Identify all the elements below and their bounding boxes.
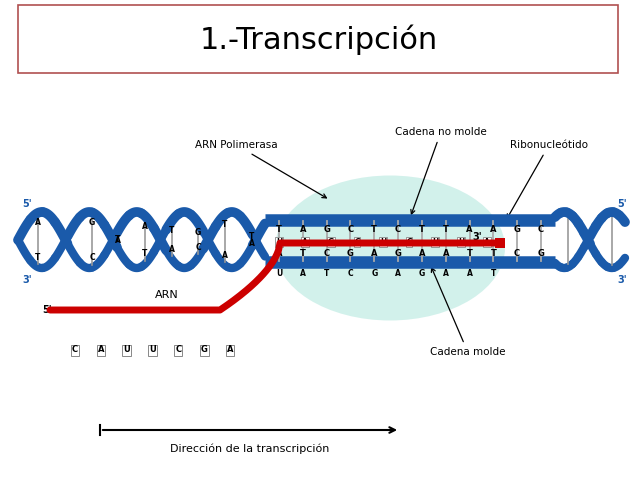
Text: C: C — [514, 249, 520, 258]
Text: C: C — [195, 243, 201, 251]
Text: A: A — [222, 251, 228, 260]
Text: A: A — [302, 238, 308, 247]
Text: T: T — [300, 249, 306, 258]
Text: T: T — [115, 235, 121, 244]
Text: C: C — [323, 249, 330, 258]
Text: A: A — [466, 225, 473, 233]
Text: C: C — [175, 345, 181, 354]
Text: C: C — [348, 270, 353, 278]
Text: T: T — [419, 225, 425, 233]
Text: Ribonucleótido: Ribonucleótido — [507, 140, 588, 218]
Text: U: U — [458, 238, 464, 247]
Text: 3': 3' — [22, 275, 32, 285]
Text: 5': 5' — [617, 199, 627, 209]
Text: G: G — [514, 225, 521, 233]
Text: U: U — [276, 238, 282, 247]
Text: U: U — [276, 270, 282, 278]
Text: Cadena molde: Cadena molde — [430, 268, 505, 357]
Text: T: T — [169, 226, 175, 235]
Text: G: G — [538, 249, 544, 258]
Text: A: A — [169, 245, 175, 254]
Text: G: G — [419, 270, 425, 278]
Text: T: T — [276, 225, 282, 233]
Text: A: A — [98, 345, 104, 354]
Text: G: G — [323, 225, 330, 233]
Text: C: C — [72, 345, 78, 354]
Text: A: A — [115, 237, 121, 245]
Text: G: G — [328, 238, 334, 247]
Text: T: T — [491, 249, 496, 258]
Text: T: T — [142, 250, 147, 259]
Text: 3': 3' — [472, 232, 482, 242]
Text: A: A — [395, 270, 401, 278]
Text: U: U — [432, 238, 438, 247]
FancyBboxPatch shape — [18, 5, 618, 73]
Text: U: U — [123, 345, 130, 354]
Text: A: A — [371, 249, 378, 258]
Text: A: A — [142, 222, 148, 230]
Text: A: A — [419, 249, 425, 258]
Text: T: T — [222, 220, 228, 229]
Text: A: A — [484, 238, 490, 247]
Text: A: A — [35, 218, 41, 228]
Text: A: A — [443, 249, 449, 258]
Text: T: T — [249, 232, 255, 241]
Text: C: C — [406, 238, 412, 247]
Text: T: T — [443, 225, 449, 233]
Text: A: A — [443, 270, 449, 278]
Text: ARN: ARN — [155, 290, 179, 300]
Text: C: C — [89, 253, 95, 262]
Text: T: T — [491, 270, 496, 278]
Text: A: A — [466, 270, 473, 278]
Text: A: A — [226, 345, 234, 354]
Text: Dirección de la transcripción: Dirección de la transcripción — [170, 444, 330, 455]
Text: 1.-Transcripción: 1.-Transcripción — [200, 25, 438, 55]
Text: U: U — [380, 238, 386, 247]
Text: A: A — [300, 270, 306, 278]
Text: G: G — [89, 218, 95, 227]
Text: G: G — [395, 249, 401, 258]
Text: 5': 5' — [42, 305, 52, 315]
Text: C: C — [348, 225, 353, 233]
Text: A: A — [276, 249, 282, 258]
Text: A: A — [300, 225, 306, 233]
Ellipse shape — [275, 175, 505, 320]
Text: T: T — [35, 252, 41, 262]
Text: G: G — [201, 345, 207, 354]
Text: Cadena no molde: Cadena no molde — [395, 127, 487, 214]
Text: T: T — [466, 249, 473, 258]
Text: U: U — [149, 345, 156, 354]
Text: C: C — [395, 225, 401, 233]
Text: 5': 5' — [22, 199, 32, 209]
Text: C: C — [538, 225, 544, 233]
Text: C: C — [354, 238, 360, 247]
Text: ARN Polimerasa: ARN Polimerasa — [195, 140, 327, 198]
Bar — [495, 238, 505, 248]
Text: G: G — [347, 249, 354, 258]
Text: G: G — [371, 270, 378, 278]
Text: G: G — [195, 228, 201, 237]
Text: A: A — [249, 239, 255, 248]
Text: A: A — [490, 225, 496, 233]
Text: T: T — [324, 270, 329, 278]
Text: 3': 3' — [617, 275, 627, 285]
Text: T: T — [371, 225, 377, 233]
